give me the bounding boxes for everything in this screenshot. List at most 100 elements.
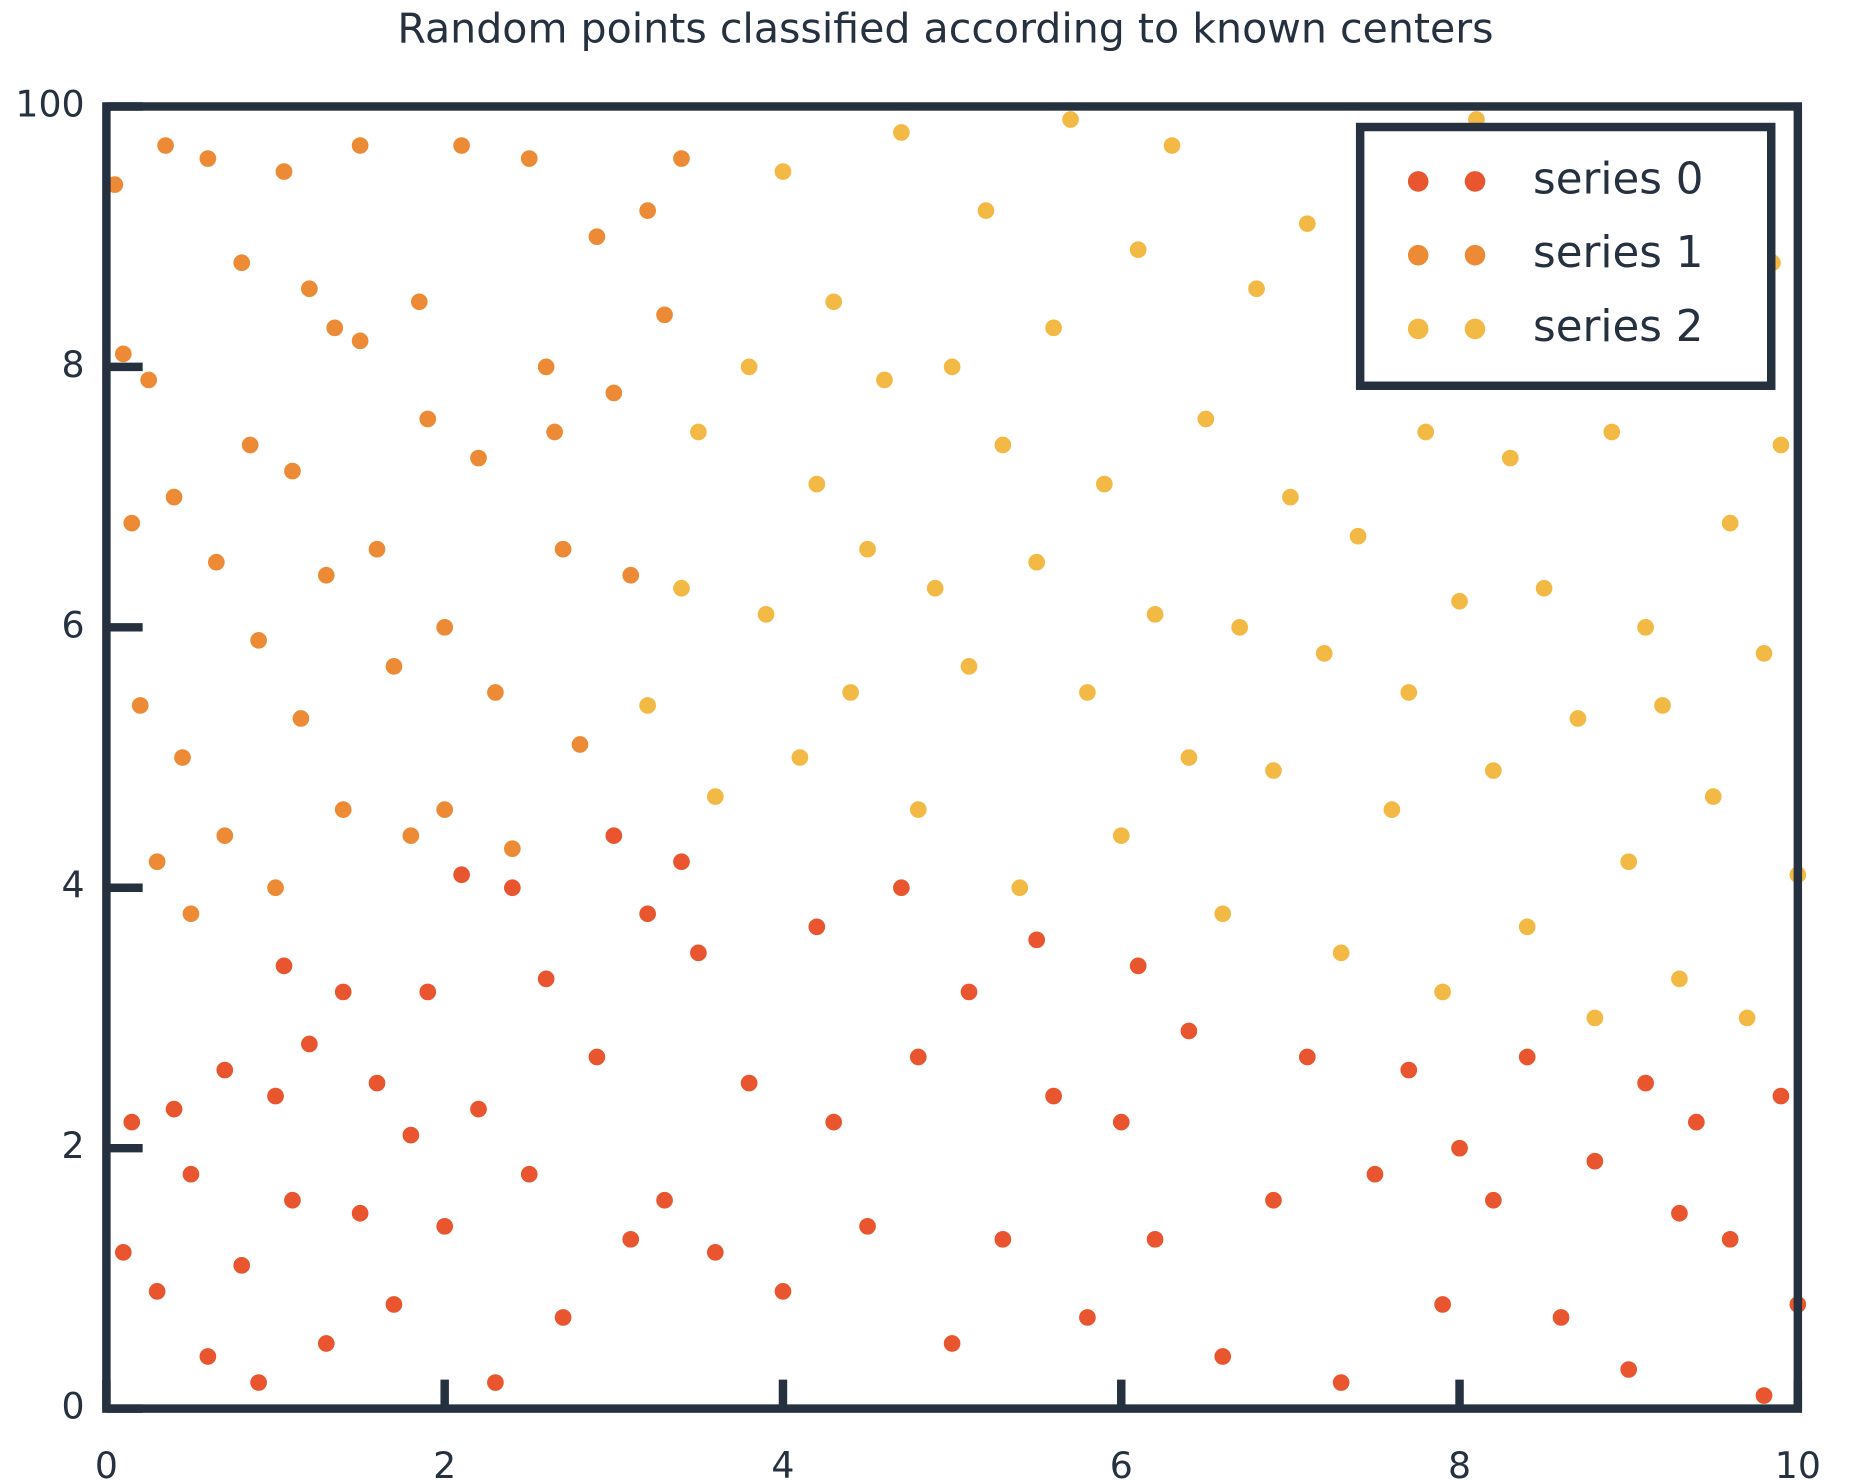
- point: [121, 1112, 142, 1132]
- point: [130, 695, 151, 716]
- point: [502, 877, 523, 898]
- point: [519, 1164, 540, 1185]
- point: [1331, 943, 1351, 963]
- point: [993, 435, 1013, 455]
- point: [333, 799, 353, 820]
- point: [1635, 617, 1656, 638]
- point: [1720, 1229, 1740, 1250]
- point: [434, 799, 455, 820]
- point: [409, 291, 430, 312]
- point: [620, 565, 641, 586]
- point: [485, 682, 506, 703]
- point: [807, 474, 827, 494]
- point: [282, 461, 303, 481]
- point: [1483, 760, 1504, 781]
- point: [756, 604, 776, 625]
- point: [570, 734, 590, 755]
- point: [485, 1372, 506, 1393]
- point: [274, 956, 294, 976]
- point: [265, 877, 286, 898]
- point: [451, 864, 472, 885]
- point: [637, 903, 658, 924]
- point: [1500, 448, 1521, 468]
- point: [1246, 278, 1267, 299]
- point: [604, 383, 624, 403]
- point: [1263, 1190, 1284, 1211]
- point: [1432, 1294, 1453, 1315]
- point: [1449, 1138, 1470, 1158]
- point: [959, 656, 979, 677]
- legend-label: series 0: [1533, 154, 1703, 204]
- point: [857, 1216, 878, 1237]
- x-tick-label: 0: [95, 1444, 118, 1480]
- point: [1128, 956, 1148, 976]
- point: [1026, 930, 1047, 950]
- point: [925, 578, 945, 599]
- point: [181, 903, 201, 924]
- point: [1297, 213, 1318, 234]
- point: [1077, 682, 1098, 703]
- point: [1771, 1086, 1791, 1106]
- point: [155, 135, 176, 156]
- point: [1145, 1229, 1165, 1250]
- point: [1229, 617, 1250, 638]
- point: [451, 135, 472, 156]
- point: [874, 370, 895, 390]
- point: [231, 1255, 252, 1276]
- x-tick-label: 2: [433, 1444, 456, 1480]
- point: [705, 786, 726, 807]
- point: [688, 422, 709, 442]
- y-tick-label: 0: [62, 1385, 85, 1428]
- point: [840, 682, 861, 703]
- point: [1754, 1385, 1774, 1406]
- point: [671, 148, 692, 169]
- point: [1415, 422, 1436, 442]
- point: [942, 1333, 962, 1354]
- point: [1348, 526, 1368, 546]
- point: [637, 200, 658, 221]
- point: [1771, 435, 1791, 455]
- point: [705, 1242, 726, 1263]
- point: [993, 1229, 1013, 1250]
- point: [1669, 969, 1690, 989]
- legend-label: series 1: [1533, 228, 1703, 278]
- point: [274, 161, 294, 182]
- point: [1212, 903, 1233, 924]
- point: [637, 695, 658, 716]
- point: [1314, 643, 1335, 664]
- point: [299, 278, 320, 299]
- point: [1128, 239, 1148, 260]
- legend-box: [1355, 122, 1776, 390]
- point: [1009, 877, 1030, 898]
- point: [240, 435, 260, 455]
- point: [1212, 1346, 1233, 1367]
- point: [172, 747, 193, 768]
- point: [384, 656, 404, 677]
- point: [1568, 708, 1588, 729]
- point: [164, 1099, 184, 1119]
- legend-marker: [1407, 244, 1429, 266]
- y-tick-label: 6: [62, 603, 85, 646]
- y-tick-label: 2: [62, 1124, 85, 1167]
- point: [401, 1125, 421, 1145]
- point: [1635, 1073, 1656, 1093]
- point: [206, 552, 227, 573]
- point: [739, 357, 759, 377]
- point: [671, 578, 692, 599]
- point: [891, 877, 912, 898]
- point: [1399, 1060, 1419, 1080]
- point: [121, 513, 142, 533]
- x-tick-label: 4: [771, 1444, 794, 1480]
- point: [468, 448, 489, 468]
- point: [773, 161, 793, 182]
- point: [1483, 1190, 1504, 1211]
- point: [1686, 1112, 1707, 1132]
- point: [891, 122, 912, 143]
- point: [1280, 487, 1301, 507]
- point: [138, 370, 159, 390]
- point: [1432, 982, 1453, 1002]
- point: [324, 318, 345, 338]
- legend-label: series 2: [1533, 302, 1703, 352]
- point: [1585, 1151, 1605, 1171]
- point: [1618, 851, 1639, 872]
